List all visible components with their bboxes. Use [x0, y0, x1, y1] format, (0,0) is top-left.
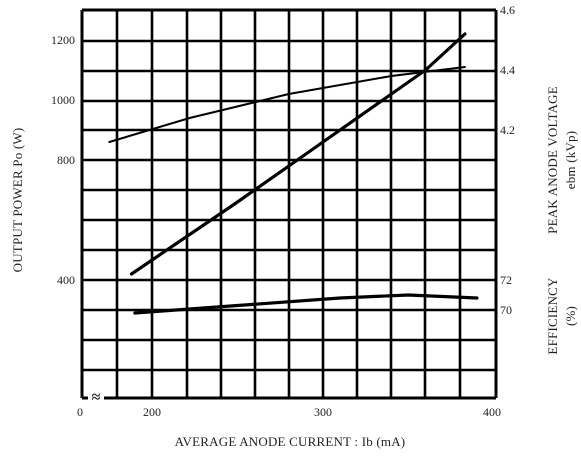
right-axis-voltage-title-line2: ebm (kVp) — [563, 131, 578, 189]
left-tick-label: 1000 — [51, 93, 75, 107]
tick-labels: 0 200 300 400 400 800 1000 1200 4.2 4.4 4.6 70 72 — [51, 3, 515, 419]
right-voltage-tick-label: 4.2 — [500, 123, 515, 137]
left-tick-label: 1200 — [51, 33, 75, 47]
series-lines — [109, 34, 477, 313]
right-axis-voltage-title-line1: PEAK ANODE VOLTAGE — [545, 86, 560, 234]
right-voltage-tick-label: 4.6 — [500, 3, 515, 17]
axis-break-mark: ≈ — [92, 389, 101, 406]
grid — [82, 10, 496, 402]
x-tick-label: 200 — [143, 405, 161, 419]
right-axis-efficiency-title-line2: (%) — [563, 306, 578, 326]
left-tick-label: 400 — [57, 273, 75, 287]
x-axis-title: AVERAGE ANODE CURRENT : Ib (mA) — [175, 434, 406, 449]
x-tick-label: 400 — [483, 405, 501, 419]
left-tick-label: 800 — [57, 153, 75, 167]
right-efficiency-tick-label: 72 — [500, 273, 512, 287]
x-tick-label: 300 — [314, 405, 332, 419]
left-axis-title: OUTPUT POWER Po (W) — [10, 128, 25, 273]
right-efficiency-tick-label: 70 — [500, 303, 512, 317]
right-axis-efficiency-title-line1: EFFICIENCY — [545, 277, 560, 355]
x-tick-label: 0 — [77, 405, 83, 419]
right-voltage-tick-label: 4.4 — [500, 63, 515, 77]
